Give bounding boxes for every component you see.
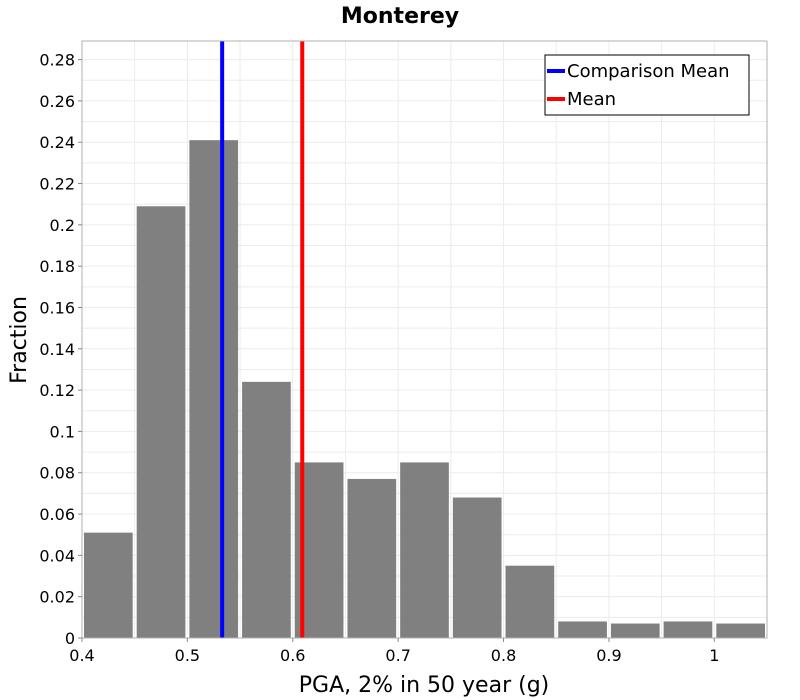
y-tick-label: 0.02 — [39, 588, 75, 607]
x-tick-label: 0.5 — [175, 646, 200, 665]
histogram-bar — [716, 623, 765, 638]
y-tick-label: 0.28 — [39, 51, 75, 70]
x-tick-label: 0.8 — [491, 646, 516, 665]
bars — [84, 140, 765, 639]
x-tick-label: 0.6 — [280, 646, 305, 665]
y-tick-label: 0.06 — [39, 505, 75, 524]
histogram-bar — [452, 497, 502, 638]
y-tick-label: 0.08 — [39, 464, 75, 483]
y-tick-label: 0.18 — [39, 257, 75, 276]
histogram-bar — [505, 565, 555, 638]
y-axis-label: Fraction — [7, 296, 32, 384]
y-tick-label: 0.24 — [39, 133, 75, 152]
y-tick-label: 0.2 — [50, 216, 75, 235]
legend-entry-label: Comparison Mean — [567, 61, 730, 82]
histogram-bar — [136, 206, 186, 638]
legend-entry-label: Mean — [567, 89, 616, 110]
legend: Comparison Mean Mean — [544, 54, 750, 116]
y-tick-label: 0.14 — [39, 340, 75, 359]
x-axis-label: PGA, 2% in 50 year (g) — [299, 673, 550, 698]
histogram-bar — [400, 462, 449, 638]
x-tick-label: 0.4 — [69, 646, 94, 665]
plot-frame — [81, 40, 768, 639]
mean-lines — [220, 41, 305, 638]
histogram-bar — [610, 623, 660, 638]
histogram-bar — [84, 532, 133, 638]
y-tick-label: 0.1 — [50, 422, 75, 441]
histogram-bar — [347, 478, 397, 638]
histogram-bar — [242, 381, 291, 638]
chart-title: Monterey — [341, 4, 459, 29]
y-tick-label: 0.26 — [39, 92, 75, 111]
x-tick-label: 0.7 — [385, 646, 410, 665]
legend-box — [544, 54, 750, 116]
histogram-bar — [558, 621, 607, 638]
y-tick-label: 0.22 — [39, 175, 75, 194]
y-tick-label: 0.04 — [39, 546, 75, 565]
histogram-bar — [189, 140, 239, 639]
y-tick-label: 0.16 — [39, 298, 75, 317]
x-tick-label: 0.9 — [596, 646, 621, 665]
histogram-bar — [663, 621, 713, 638]
y-axis-ticks: 0 0.02 0.04 0.06 0.08 0.1 0.12 0.14 0.16 0.18 0.2 0… — [39, 51, 82, 648]
x-axis-ticks: 0.4 0.5 0.6 0.7 0.8 0.9 1 — [69, 638, 719, 665]
x-tick-label: 1 — [709, 646, 719, 665]
y-tick-label: 0 — [65, 629, 75, 648]
y-tick-label: 0.12 — [39, 381, 75, 400]
